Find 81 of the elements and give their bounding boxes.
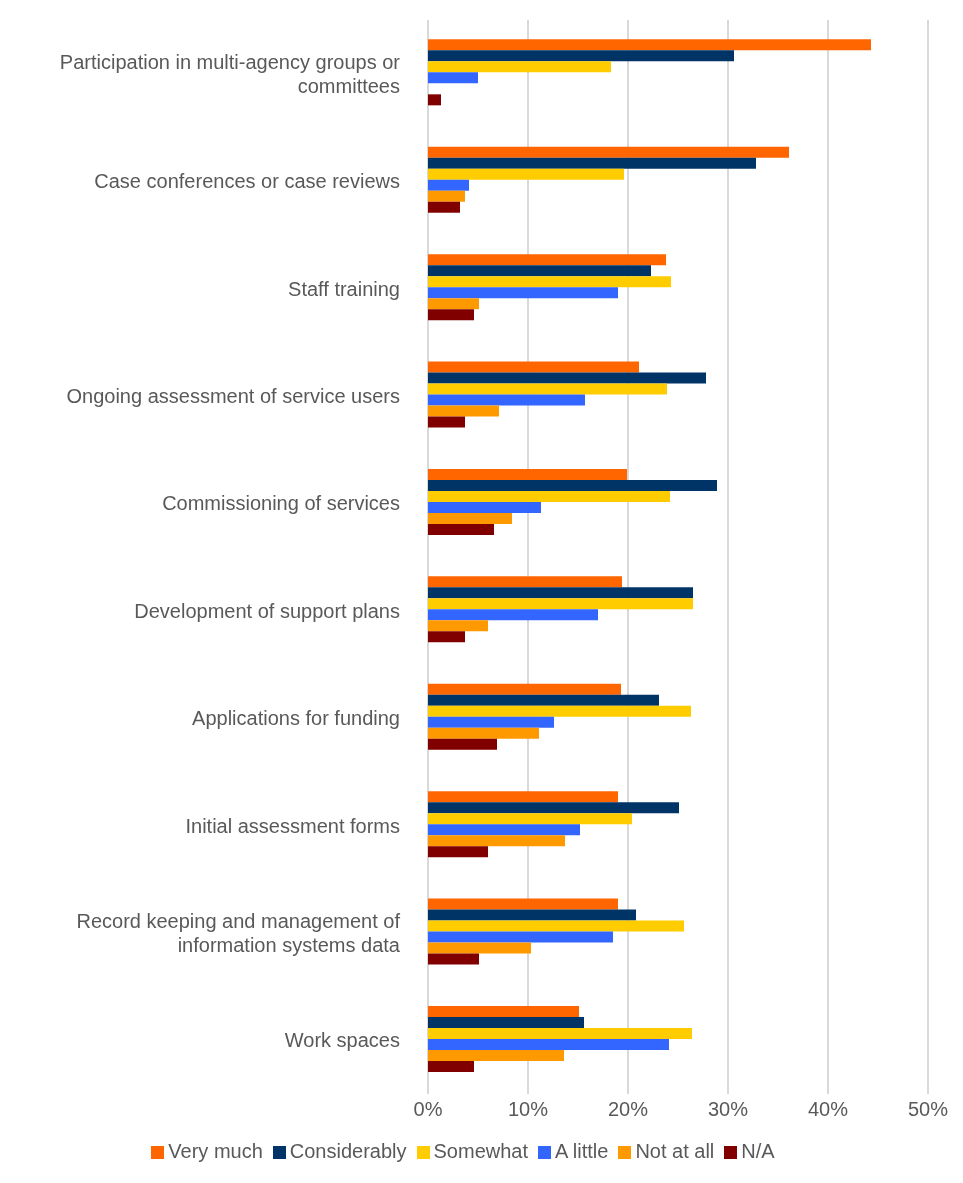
bar: [428, 50, 734, 62]
bar: [428, 920, 684, 932]
y-tick-label: Initial assessment forms: [185, 814, 400, 837]
legend-label: Very much: [168, 1140, 263, 1162]
bar: [428, 201, 460, 213]
legend-label: Considerably: [289, 1140, 407, 1162]
bar: [428, 468, 627, 480]
x-tick-label: 0%: [413, 1098, 443, 1121]
bar: [428, 835, 565, 847]
bar: [428, 846, 488, 858]
bar: [428, 953, 479, 965]
y-tick-label: Record keeping and management of information systems data: [76, 909, 401, 956]
bar: [428, 372, 706, 384]
bar: [428, 361, 639, 373]
bar: [428, 738, 497, 750]
y-tick-label: Ongoing assessment of service users: [66, 384, 400, 407]
bar: [428, 1060, 474, 1072]
bar: [428, 479, 717, 491]
bar: [428, 179, 469, 191]
bar: [428, 157, 756, 169]
bar: [428, 576, 622, 588]
bar: [428, 287, 618, 299]
bar: [428, 1016, 584, 1028]
bar: [428, 512, 512, 524]
y-tick-label: Participation in multi-agency groups or committees: [59, 50, 401, 97]
legend-label: A little: [555, 1140, 609, 1162]
bar: [428, 416, 465, 428]
bar: [428, 61, 611, 73]
bar: [428, 609, 598, 621]
bar: [428, 190, 465, 202]
bar: [428, 168, 624, 180]
bar: [428, 1027, 692, 1039]
y-tick-label: Development of support plans: [134, 599, 400, 622]
bar: [428, 72, 478, 84]
y-tick-label: Staff training: [288, 277, 400, 300]
bar: [428, 694, 659, 706]
bar: [428, 39, 871, 51]
legend-label: Not at all: [635, 1140, 715, 1162]
bar: [428, 802, 679, 814]
x-tick-label: 20%: [607, 1098, 649, 1121]
bar: [428, 94, 441, 106]
bar: [428, 146, 789, 158]
bar: [428, 727, 539, 739]
bar: [428, 898, 618, 910]
bar: [428, 909, 636, 921]
bar: [428, 1049, 564, 1061]
bar: [428, 1005, 579, 1017]
legend-label: N/A: [741, 1140, 775, 1162]
bar: [428, 942, 531, 954]
bar: [428, 265, 651, 277]
x-tick-label: 10%: [507, 1098, 549, 1121]
x-tick-label: 40%: [807, 1098, 849, 1121]
y-tick-label: Case conferences or case reviews: [94, 170, 400, 193]
bar: [428, 501, 541, 513]
bar: [428, 620, 488, 632]
bar: [428, 490, 670, 502]
y-tick-label: Commissioning of services: [162, 492, 400, 515]
y-tick-label: Applications for funding: [192, 707, 400, 730]
bar: [428, 523, 494, 535]
bar: [428, 683, 621, 695]
x-tick-label: 30%: [707, 1098, 749, 1121]
bar: [428, 791, 618, 803]
bar: [428, 254, 666, 266]
bar: [428, 405, 499, 417]
bar: [428, 383, 667, 395]
bar: [428, 824, 580, 836]
bar: [428, 1038, 669, 1050]
bar: [428, 813, 632, 825]
bar: [428, 394, 585, 406]
bar: [428, 705, 691, 717]
bar: [428, 716, 554, 728]
legend-label: Somewhat: [433, 1140, 529, 1162]
bar: [428, 598, 693, 610]
bar: [428, 931, 613, 943]
x-tick-label: 50%: [907, 1098, 949, 1121]
bar: [428, 587, 693, 599]
bar: [428, 631, 465, 643]
bar: [428, 298, 479, 310]
y-tick-label: Work spaces: [284, 1029, 400, 1052]
bar: [428, 276, 671, 288]
bar: [428, 309, 474, 321]
